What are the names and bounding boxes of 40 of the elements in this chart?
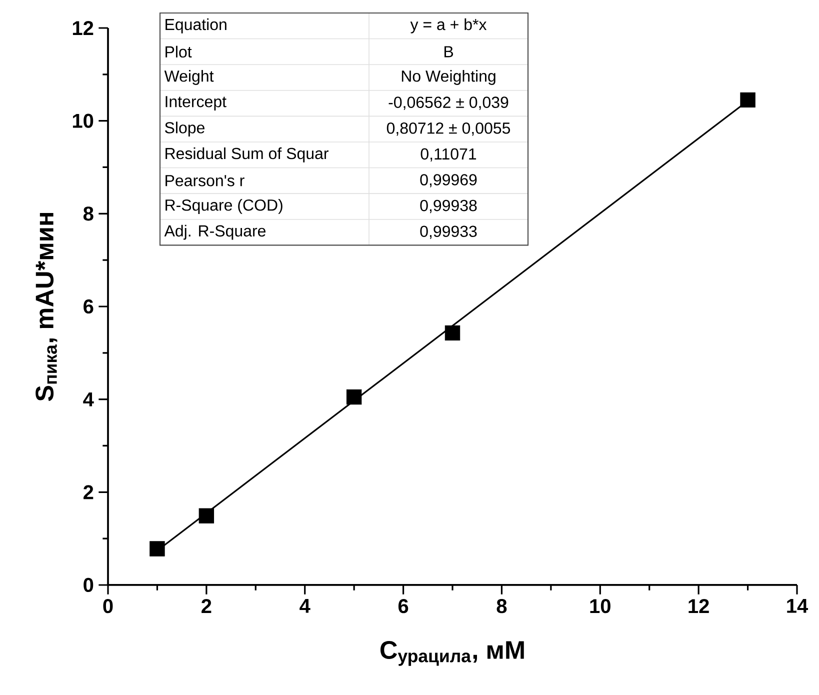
annotation: Slope	[165, 122, 204, 137]
annotation: Pearson's r	[166, 175, 244, 186]
annotation: 0,99933	[420, 226, 477, 239]
annotation: 0,11071	[420, 148, 476, 162]
x-axis-title: С$_{урацила}$, мМ	[380, 641, 524, 666]
annotation: Adj. R-Square	[164, 224, 266, 240]
point	[444, 325, 460, 341]
y-tick-label: 6	[84, 299, 94, 314]
annotation: 0,99938	[420, 200, 477, 214]
annotation: Equation	[166, 18, 226, 34]
point	[346, 389, 362, 405]
x-tick-label: 12	[688, 599, 709, 613]
x-tick-label: 4	[300, 599, 310, 613]
annotation: Weight	[164, 70, 214, 85]
y-axis-title: S$_{пика}$, mAU*мин	[36, 212, 58, 402]
annotation: 0,99969	[420, 174, 477, 188]
y-tick-label: 4	[83, 392, 94, 406]
y-tick-label: 8	[83, 206, 94, 221]
y-tick-label: 2	[84, 485, 94, 500]
annotation: Intercept	[166, 96, 226, 110]
point	[740, 92, 756, 108]
annotation: No Weighting	[402, 70, 496, 85]
point	[198, 508, 214, 524]
x-tick-label: 8	[496, 599, 507, 614]
annotation: 0,80712 ± 0,0055	[386, 122, 510, 136]
x-tick-label: 14	[787, 599, 808, 613]
annotation: B	[444, 46, 453, 58]
x-tick-label: 6	[398, 599, 408, 614]
annotation: Plot	[166, 46, 192, 58]
annotation: y = a + b*x	[410, 18, 487, 34]
x-tick-label: 10	[590, 599, 610, 614]
x-tick-label: 0	[103, 599, 113, 614]
point	[150, 541, 165, 556]
y-tick-label: 12	[72, 21, 94, 35]
annotation: Residual Sum of Squar	[166, 147, 328, 162]
annotation: -0,06562 ± 0,039	[388, 96, 508, 110]
annotation: R-Square (COD)	[166, 199, 282, 214]
x-tick-label: 2	[202, 599, 212, 613]
y-tick-label: 0	[84, 578, 94, 592]
y-tick-label: 10	[72, 114, 94, 128]
